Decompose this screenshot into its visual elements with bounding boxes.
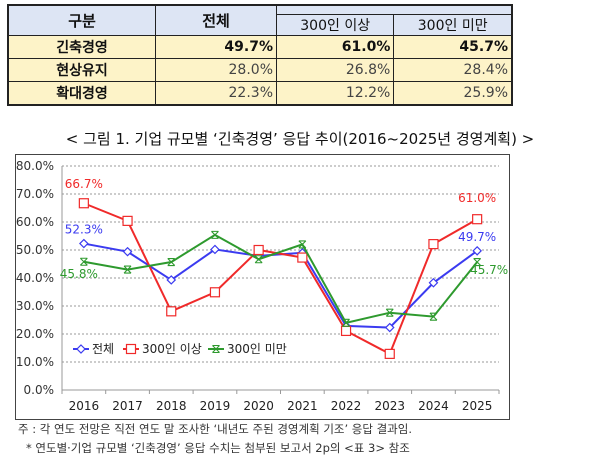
table-row: 현상유지 28.0% 26.8% 28.4% bbox=[7, 58, 513, 82]
point-x bbox=[167, 257, 176, 267]
point-x bbox=[429, 312, 438, 321]
y-tick-label: 10.0% bbox=[16, 355, 54, 369]
legend-label: 300인 이상 bbox=[142, 342, 202, 356]
data-label: 49.7% bbox=[458, 230, 496, 244]
point-x bbox=[342, 318, 350, 327]
point-square bbox=[428, 239, 439, 250]
point-x bbox=[211, 230, 219, 239]
point-square bbox=[472, 214, 483, 225]
x-tick-label: 2018 bbox=[156, 399, 187, 413]
x-tick-label: 2025 bbox=[462, 399, 493, 413]
header-large: 300인 이상 bbox=[275, 14, 395, 36]
series-line-3 bbox=[83, 233, 478, 324]
x-tick-label: 2016 bbox=[69, 399, 100, 413]
data-label: 52.3% bbox=[65, 223, 103, 237]
legend-label: 300인 미만 bbox=[227, 342, 287, 356]
note-2: * 연도별·기업 규모별 ‘긴축경영’ 응답 수치는 첨부된 보고서 2p의 <… bbox=[26, 441, 410, 455]
row-label: 긴축경영 bbox=[7, 35, 156, 59]
series-line-2 bbox=[83, 202, 478, 356]
chart-frame bbox=[15, 154, 510, 420]
chart-title: < 그림 1. 기업 규모별 ‘긴축경영’ 응답 추이(2016~2025년 경… bbox=[65, 130, 535, 148]
cell-small: 28.4% bbox=[393, 58, 513, 82]
point-diamond bbox=[472, 245, 482, 256]
y-tick-label: 50.0% bbox=[16, 243, 54, 257]
point-square bbox=[78, 198, 89, 209]
point-square bbox=[166, 306, 177, 317]
summary-table: 구분 전체 300인 이상 300인 미만 긴축경영 49.7% 61.0% 4… bbox=[7, 4, 513, 106]
y-tick-label: 30.0% bbox=[16, 299, 54, 313]
point-diamond bbox=[428, 277, 439, 288]
point-square bbox=[340, 325, 352, 337]
point-x bbox=[473, 257, 482, 267]
point-diamond bbox=[122, 246, 133, 257]
x-tick-label: 2023 bbox=[374, 399, 405, 413]
point-square bbox=[122, 215, 133, 226]
y-tick-label: 20.0% bbox=[16, 327, 54, 341]
cell-total: 22.3% bbox=[155, 81, 277, 106]
point-square bbox=[384, 348, 395, 359]
x-tick-label: 2019 bbox=[200, 399, 231, 413]
point-x bbox=[79, 257, 88, 266]
data-label: 61.0% bbox=[458, 191, 496, 205]
x-tick-label: 2020 bbox=[243, 399, 274, 413]
point-x bbox=[298, 240, 307, 249]
x-tick-label: 2024 bbox=[418, 399, 449, 413]
point-diamond bbox=[76, 344, 86, 354]
point-square bbox=[209, 287, 221, 298]
cell-large: 26.8% bbox=[275, 58, 395, 82]
cell-small: 25.9% bbox=[393, 81, 513, 106]
x-tick-label: 2021 bbox=[287, 399, 318, 413]
data-label: 45.7% bbox=[470, 263, 508, 277]
legend-label: 전체 bbox=[92, 342, 114, 356]
y-tick-label: 70.0% bbox=[16, 187, 54, 201]
point-square bbox=[297, 252, 308, 263]
x-tick-label: 2022 bbox=[331, 399, 362, 413]
data-label: 66.7% bbox=[65, 177, 103, 191]
point-x bbox=[212, 344, 220, 354]
point-x bbox=[254, 255, 263, 264]
point-diamond bbox=[166, 275, 177, 285]
cell-total: 49.7% bbox=[155, 35, 277, 59]
row-label: 확대경영 bbox=[7, 81, 156, 106]
point-diamond bbox=[384, 322, 395, 333]
point-diamond bbox=[210, 244, 220, 255]
point-x bbox=[123, 265, 132, 274]
point-square bbox=[125, 343, 137, 355]
table-row: 확대경영 22.3% 12.2% 25.9% bbox=[7, 81, 513, 106]
cell-large: 12.2% bbox=[275, 81, 395, 106]
point-diamond bbox=[79, 238, 89, 249]
y-tick-label: 60.0% bbox=[16, 215, 54, 229]
point-square bbox=[253, 244, 264, 256]
y-tick-label: 0.0% bbox=[24, 383, 55, 397]
cell-large: 61.0% bbox=[275, 35, 395, 59]
row-label: 현상유지 bbox=[7, 58, 156, 82]
data-label: 45.8% bbox=[60, 267, 98, 281]
point-x bbox=[385, 308, 394, 317]
table-row: 긴축경영 49.7% 61.0% 45.7% bbox=[7, 35, 513, 59]
cell-small: 45.7% bbox=[393, 35, 513, 59]
y-tick-label: 80.0% bbox=[16, 159, 54, 173]
note-1: 주 : 각 연도 전망은 직전 연도 말 조사한 ‘내년도 주된 경영계획 기조… bbox=[18, 422, 412, 436]
y-tick-label: 40.0% bbox=[16, 271, 54, 285]
x-tick-label: 2017 bbox=[112, 399, 143, 413]
